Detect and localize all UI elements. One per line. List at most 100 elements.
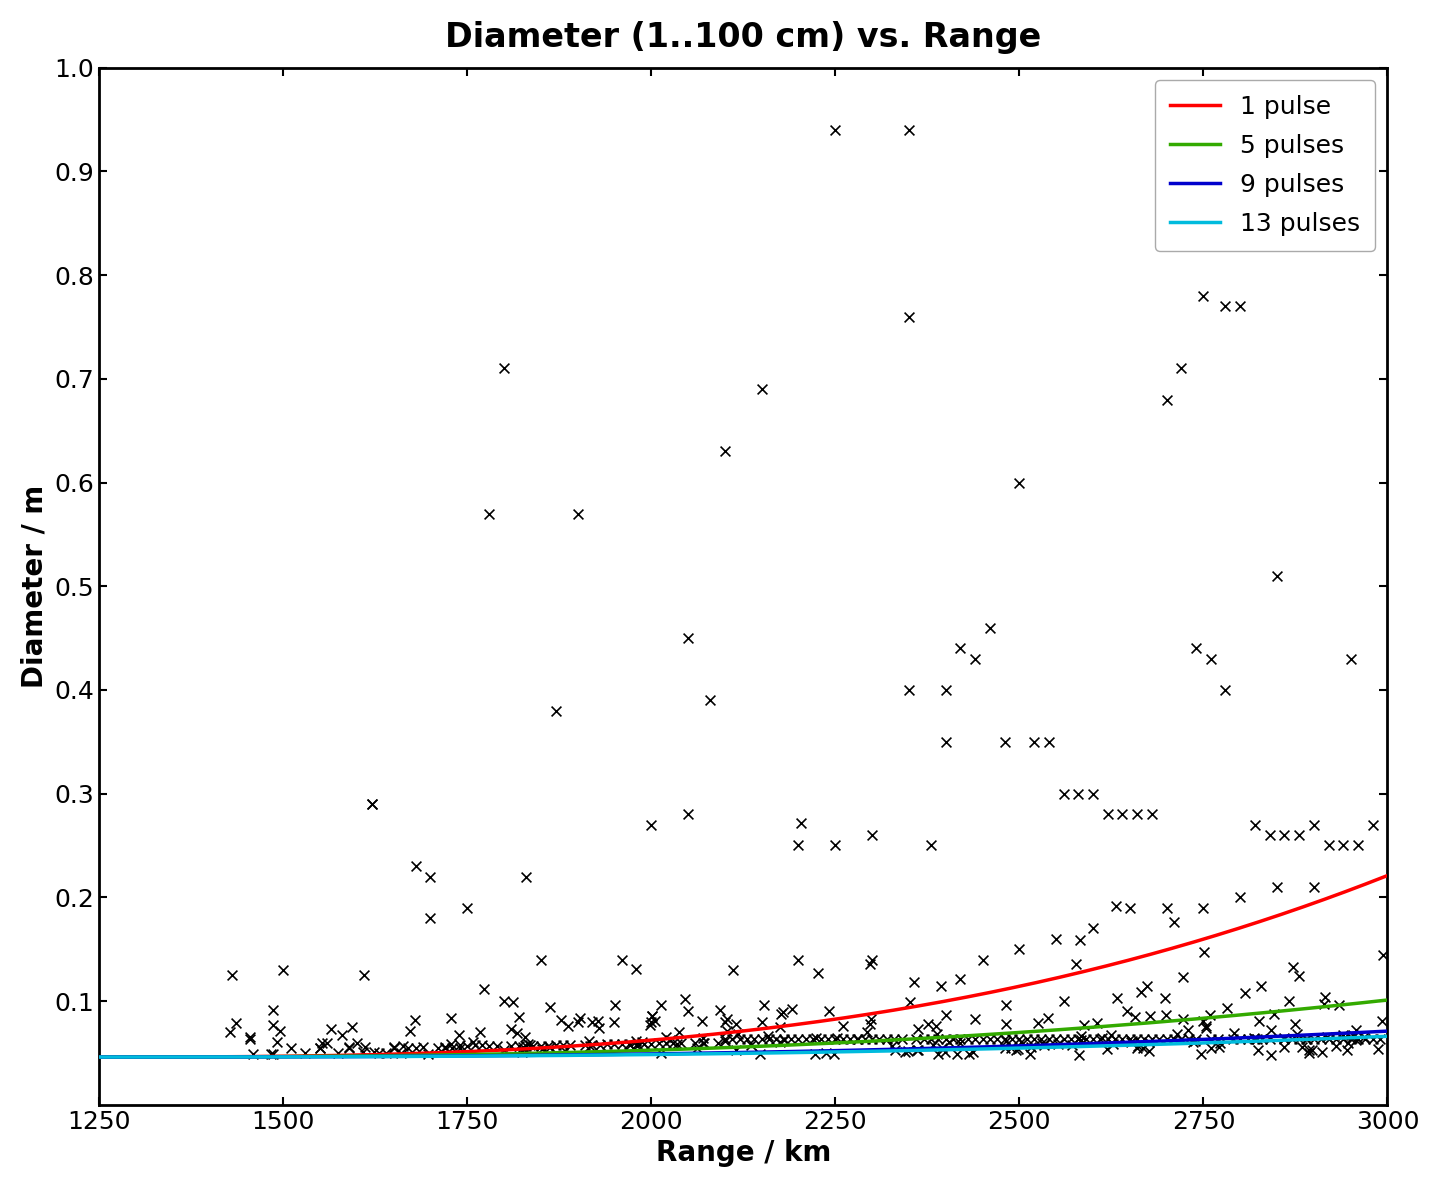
Point [1176,1030,1200,1049]
Point [1194,1018,1217,1037]
Point [827,1029,850,1048]
Point [795,1030,818,1049]
Point [1354,1030,1377,1049]
Point [677,1001,700,1020]
Point [724,1015,747,1034]
Point [883,1030,906,1049]
Point [448,1025,471,1044]
Point [530,1036,553,1055]
Point [1096,804,1119,823]
Point [455,898,478,917]
13 pulses [91,1050,108,1064]
Point [1200,1006,1223,1025]
Point [360,795,383,814]
Point [824,836,847,855]
Point [580,1012,603,1031]
Point [1263,1004,1286,1023]
Point [1185,1030,1208,1049]
Point [948,1034,971,1053]
Point [566,1012,589,1031]
Point [433,1037,456,1056]
Point [360,795,383,814]
Point [1166,1024,1189,1043]
Point [1132,1038,1155,1057]
5 pulses [658,1043,675,1057]
Point [1103,1030,1126,1049]
Point [690,1011,713,1030]
Point [805,1029,828,1048]
Point [906,1019,929,1038]
Point [713,442,736,461]
Point [632,1034,655,1053]
Point [804,1044,827,1063]
Point [556,1016,579,1035]
Point [1009,1032,1032,1051]
Point [1096,1040,1119,1059]
Point [1282,958,1305,977]
Point [1207,1030,1230,1049]
Point [713,1030,736,1049]
5 pulses [612,1044,629,1059]
13 pulses [1378,1029,1395,1043]
Point [1367,1040,1390,1059]
Point [815,1043,838,1062]
Point [353,966,376,985]
Point [596,1034,619,1053]
Point [868,1030,891,1049]
Point [1259,1030,1282,1049]
Point [1332,1030,1355,1049]
Point [1339,1030,1362,1049]
Point [1247,1012,1270,1031]
Point [1328,996,1351,1015]
Point [750,1012,773,1031]
Point [1259,1020,1282,1040]
Point [639,1012,662,1031]
Point [603,1034,626,1053]
Point [611,1034,634,1053]
Line: 9 pulses: 9 pulses [99,1031,1387,1057]
Point [890,1030,913,1049]
Point [1136,977,1159,996]
Point [994,1038,1017,1057]
Point [713,1012,736,1031]
Point [239,1030,262,1049]
Point [1081,784,1104,803]
Point [948,969,971,988]
Point [511,1038,534,1057]
Point [1053,1030,1076,1049]
Point [242,1044,265,1063]
Point [654,1034,677,1053]
Point [1025,1013,1048,1032]
Point [1119,1030,1142,1049]
Point [354,1037,377,1056]
9 pulses [658,1047,675,1061]
Point [986,1030,1009,1049]
Point [367,1043,390,1062]
Point [1250,977,1273,996]
Point [838,1030,861,1049]
Point [382,1038,405,1057]
Point [439,1034,462,1053]
Point [1336,1041,1359,1060]
Point [691,1029,714,1048]
9 pulses [1094,1036,1112,1050]
Point [1104,897,1128,916]
Point [743,1030,766,1049]
Point [1200,1030,1223,1049]
9 pulses [612,1047,629,1061]
13 pulses [1094,1038,1112,1053]
Point [1290,1037,1313,1056]
Point [772,1003,795,1022]
Point [1223,1023,1246,1042]
Point [788,836,811,855]
Point [649,1043,672,1062]
Point [739,1036,762,1055]
Point [405,857,428,876]
Point [1297,1043,1320,1062]
Point [1155,898,1178,917]
Point [935,1006,958,1025]
Point [1138,1041,1161,1060]
Point [1089,1030,1112,1049]
Point [537,1036,560,1055]
Point [788,950,811,969]
